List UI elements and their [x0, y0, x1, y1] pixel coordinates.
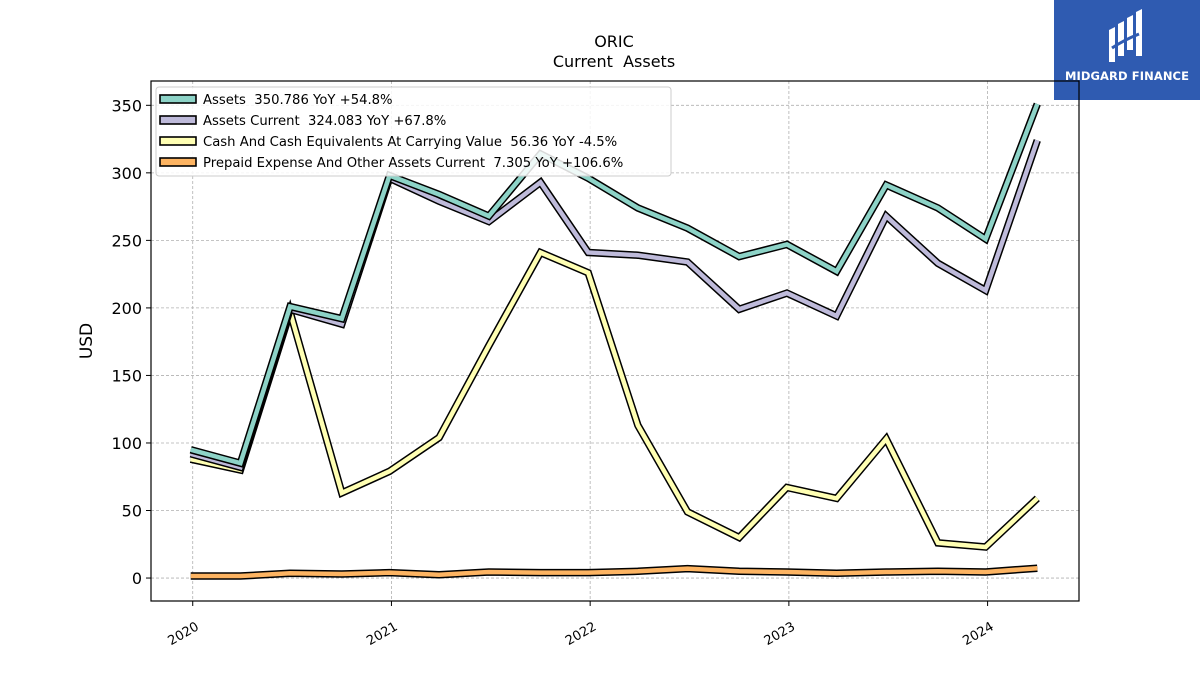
series-line: [190, 139, 1040, 471]
y-tick-label: 0: [132, 569, 142, 588]
chart-subtitle: Current Assets: [553, 52, 675, 71]
legend-label: Assets Current 324.083 YoY +67.8%: [203, 114, 446, 129]
series-1: [189, 102, 1041, 468]
legend-swatch: [159, 115, 197, 125]
plot-frame: [150, 80, 1080, 602]
legend: Assets 350.786 YoY +54.8% Assets Current …: [155, 86, 672, 177]
legend-entry: Assets 350.786 YoY +54.8%: [159, 93, 393, 108]
legend-box: [155, 86, 672, 177]
series-line: [190, 249, 1039, 550]
brand-mark-icon: [1109, 9, 1142, 62]
y-tick-label: 150: [111, 366, 142, 385]
series-4: [190, 564, 1038, 580]
y-tick-label: 300: [111, 164, 142, 183]
series-3: [189, 247, 1040, 551]
y-tick-label: 250: [111, 231, 142, 250]
legend-swatch: [159, 136, 197, 146]
series-layer: [189, 102, 1041, 580]
legend-label: Prepaid Expense And Other Assets Current…: [203, 156, 623, 171]
legend-swatch: [159, 157, 197, 167]
series-line: [190, 565, 1038, 579]
legend-swatch: [159, 94, 197, 104]
x-tick-label: 2023: [762, 619, 798, 649]
x-tick-label: 2024: [960, 619, 996, 649]
y-tick-label: 200: [111, 299, 142, 318]
series-2: [189, 139, 1041, 472]
chart-title: ORIC: [594, 32, 634, 51]
y-tick-label: 100: [111, 434, 142, 453]
legend-entry: Cash And Cash Equivalents At Carrying Va…: [159, 135, 617, 150]
series-line-outline: [189, 247, 1040, 551]
x-tick-label: 2021: [364, 619, 400, 649]
legend-label: Cash And Cash Equivalents At Carrying Va…: [203, 135, 617, 150]
x-tick-label: 2022: [563, 619, 599, 649]
legend-label: Assets 350.786 YoY +54.8%: [203, 93, 393, 108]
y-tick-label: 50: [122, 502, 142, 521]
y-tick-label: 350: [111, 96, 142, 115]
y-axis-label: USD: [77, 323, 97, 359]
legend-entry: Assets Current 324.083 YoY +67.8%: [159, 114, 446, 129]
x-tick-label: 2020: [166, 619, 202, 649]
series-line: [190, 103, 1040, 466]
legend-entry: Prepaid Expense And Other Assets Current…: [159, 156, 623, 171]
brand-name: MIDGARD FINANCE: [1064, 69, 1190, 83]
brand-logo: MIDGARD FINANCE: [1054, 0, 1200, 100]
